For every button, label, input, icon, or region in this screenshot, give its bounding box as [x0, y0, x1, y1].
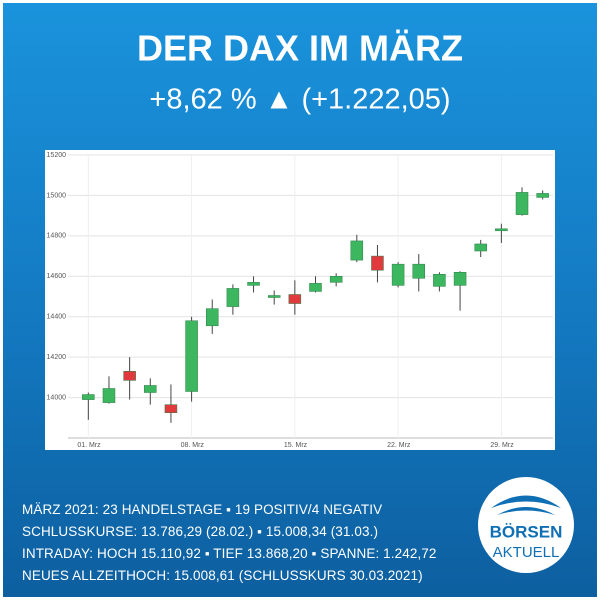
footer-line: NEUES ALLZEITHOCH: 15.008,61 (SCHLUSSKUR…	[22, 568, 423, 583]
x-tick-label: 15. Mrz	[284, 442, 308, 449]
candle-body	[495, 228, 508, 232]
candle-body	[226, 288, 240, 307]
chart-title: DER DAX IM MÄRZ	[137, 28, 463, 69]
y-tick-label: 14800	[47, 233, 67, 240]
chart-subtitle: +8,62 % ▲ (+1.222,05)	[149, 84, 450, 116]
candle-body	[123, 371, 136, 381]
candle-body	[536, 193, 549, 198]
candle-body	[309, 283, 322, 292]
x-tick-label: 01. Mrz	[77, 442, 101, 449]
y-tick-label: 14200	[47, 354, 67, 361]
x-tick-label: 22. Mrz	[387, 442, 411, 449]
candle-body	[267, 295, 281, 298]
x-tick-label: 08. Mrz	[181, 442, 205, 449]
logo: BÖRSEN AKTUELL	[478, 477, 574, 573]
candle-body	[453, 271, 467, 286]
logo-circle	[478, 477, 574, 573]
candle-body	[247, 282, 260, 286]
y-tick-label: 14600	[47, 273, 67, 280]
candle-body	[288, 294, 302, 304]
candle-body	[102, 388, 116, 403]
candle-body	[205, 308, 219, 327]
footer-line: MÄRZ 2021: 23 HANDELSTAGE ▪ 19 POSITIV/4…	[22, 502, 383, 517]
chart: DER DAX IM MÄRZ +8,62 % ▲ (+1.222,05) 14…	[45, 28, 574, 573]
x-tick-label: 29. Mrz	[490, 442, 514, 449]
candle-body	[82, 394, 95, 400]
footer-line: SCHLUSSKURSE: 13.786,29 (28.02.) ▪ 15.00…	[22, 524, 379, 539]
footer-line: INTRADAY: HOCH 15.110,92 ▪ TIEF 13.868,2…	[22, 546, 437, 561]
logo-arc	[497, 507, 555, 515]
candle-body	[474, 243, 487, 252]
y-tick-label: 15200	[47, 152, 67, 159]
candle-body	[144, 385, 157, 393]
candle-body	[412, 263, 426, 279]
candle-body	[350, 240, 364, 261]
logo-arc	[491, 495, 561, 508]
y-tick-label: 14400	[47, 314, 67, 321]
logo-text: BÖRSEN	[490, 522, 563, 541]
candle-body	[185, 320, 198, 392]
candle-body	[433, 274, 446, 287]
candle-body	[329, 276, 343, 283]
candle-body	[164, 404, 178, 413]
candle-body	[391, 263, 405, 286]
y-tick-label: 15000	[47, 192, 67, 199]
candle-body	[371, 255, 384, 271]
y-tick-label: 14000	[47, 394, 67, 401]
candle-body	[515, 192, 529, 215]
logo-text: AKTUELL	[493, 544, 560, 561]
